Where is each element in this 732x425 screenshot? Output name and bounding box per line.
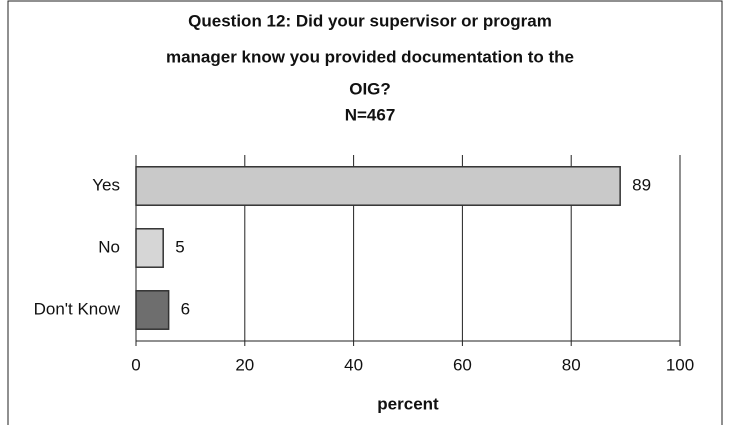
chart-title: manager know you provided documentation … (166, 47, 574, 66)
chart-title: OIG? (349, 79, 391, 98)
x-tick-label: 0 (131, 355, 140, 374)
chart-subtitle: N=467 (345, 105, 396, 124)
chart-title: Question 12: Did your supervisor or prog… (188, 11, 552, 30)
bar (135, 228, 164, 268)
x-tick-label: 80 (562, 355, 581, 374)
value-label: 89 (632, 175, 651, 194)
y-tick-label: No (98, 237, 120, 256)
x-tick-label: 20 (235, 355, 254, 374)
y-tick-label: Don't Know (34, 299, 121, 318)
value-label: 6 (181, 299, 190, 318)
x-axis-title: percent (377, 394, 439, 413)
bar (135, 166, 621, 206)
value-label: 5 (175, 237, 184, 256)
x-tick-label: 60 (453, 355, 472, 374)
x-tick-label: 40 (344, 355, 363, 374)
chart-frame (7, 0, 723, 425)
y-tick-label: Yes (92, 175, 120, 194)
bar (135, 290, 170, 330)
x-tick-label: 100 (666, 355, 694, 374)
